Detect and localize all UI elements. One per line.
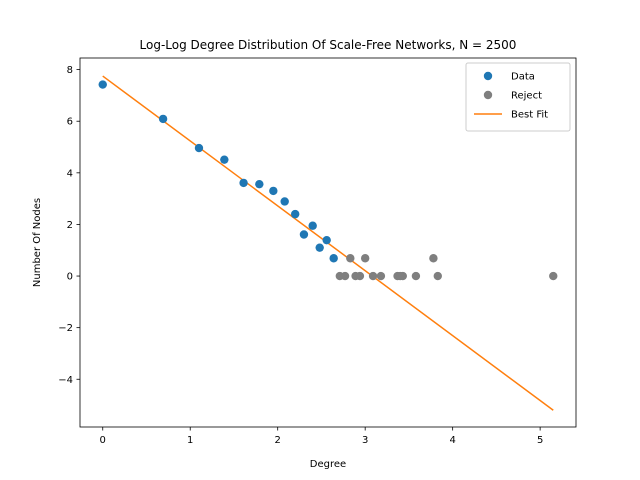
data-point-reject xyxy=(360,254,370,263)
data-point-data xyxy=(329,254,338,263)
legend-label-reject: Reject xyxy=(511,91,542,102)
legend-marker-data xyxy=(483,71,493,81)
y-tick-label: −4 xyxy=(58,375,73,386)
x-tick-label: 4 xyxy=(449,435,455,446)
data-point-reject xyxy=(346,254,355,263)
data-point-reject xyxy=(411,271,421,281)
plot-frame xyxy=(79,57,577,428)
data-point-data xyxy=(291,209,300,219)
y-tick-label: 4 xyxy=(67,168,73,179)
y-axis: −4 −2 0 2 4 6 8 xyxy=(58,65,80,386)
data-point-data xyxy=(98,80,107,89)
y-tick-label: 0 xyxy=(67,272,73,283)
data-point-reject xyxy=(368,271,378,281)
data-point-data xyxy=(220,155,229,164)
data-point-reject xyxy=(398,271,407,281)
x-tick-label: 5 xyxy=(537,435,543,446)
plot-area xyxy=(98,75,558,411)
data-point-reject xyxy=(429,254,438,263)
legend: Data Reject Best Fit xyxy=(465,62,571,132)
data-point-reject xyxy=(340,271,350,281)
legend-label-data: Data xyxy=(511,72,535,83)
x-tick-label: 2 xyxy=(275,435,281,446)
x-tick-label: 0 xyxy=(100,435,106,446)
y-axis-label: Number Of Nodes xyxy=(32,198,43,287)
data-point-data xyxy=(269,186,278,196)
data-point-data xyxy=(255,179,264,189)
y-tick-label: 8 xyxy=(67,65,73,76)
y-tick-label: −2 xyxy=(58,323,73,334)
x-tick-label: 3 xyxy=(362,435,368,446)
data-point-data xyxy=(322,235,331,245)
data-point-data xyxy=(194,143,204,153)
data-point-data xyxy=(280,197,289,206)
x-axis-label: Degree xyxy=(310,459,346,470)
chart-title: Log-Log Degree Distribution Of Scale-Fre… xyxy=(140,38,517,52)
y-tick-label: 6 xyxy=(67,117,73,128)
data-point-data xyxy=(299,230,309,239)
legend-label-best-fit: Best Fit xyxy=(511,110,548,121)
data-point-data xyxy=(158,114,168,124)
data-point-reject xyxy=(376,271,386,281)
data-point-reject xyxy=(549,271,558,281)
data-point-data xyxy=(239,178,248,188)
x-tick-label: 1 xyxy=(187,435,193,446)
data-point-data xyxy=(315,243,324,252)
data-point-reject xyxy=(355,271,365,281)
y-tick-label: 2 xyxy=(67,220,73,231)
data-point-reject xyxy=(433,271,442,281)
legend-marker-reject xyxy=(483,90,493,100)
data-point-data xyxy=(308,221,317,230)
x-axis: 0 1 2 3 4 5 xyxy=(100,427,543,446)
